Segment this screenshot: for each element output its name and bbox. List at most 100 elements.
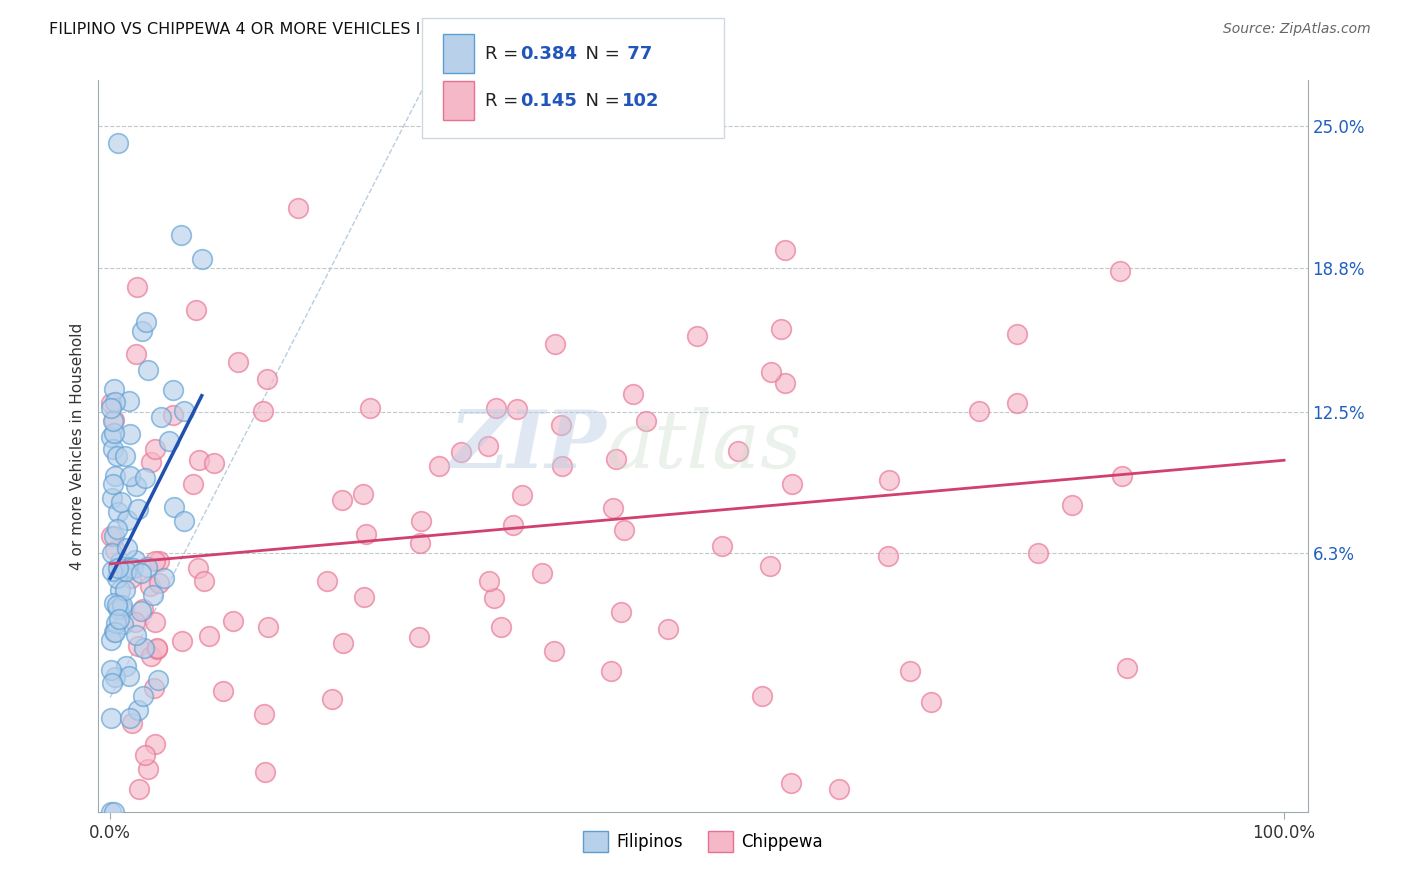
Point: [202, 456, 225, 470]
Point: [256, 372, 278, 386]
Point: [193, 574, 215, 589]
Text: N =: N =: [574, 92, 626, 110]
Point: [187, 561, 209, 575]
Point: [127, 639, 149, 653]
Point: [132, 602, 155, 616]
Point: [359, 401, 381, 415]
Point: [162, 408, 184, 422]
Point: [104, 670, 127, 684]
Point: [352, 486, 374, 500]
Point: [332, 636, 354, 650]
Point: [103, 805, 125, 819]
Point: [551, 458, 574, 473]
Point: [212, 684, 235, 698]
Point: [599, 665, 621, 679]
Point: [920, 695, 942, 709]
Point: [134, 640, 156, 655]
Point: [118, 561, 141, 575]
Point: [427, 458, 450, 473]
Point: [409, 536, 432, 550]
Point: [128, 781, 150, 796]
Point: [478, 574, 501, 589]
Point: [104, 625, 127, 640]
Point: [967, 404, 990, 418]
Point: [101, 491, 124, 506]
Point: [411, 515, 433, 529]
Text: ZIP: ZIP: [450, 408, 606, 484]
Point: [142, 588, 165, 602]
Point: [253, 707, 276, 722]
Point: [610, 605, 633, 619]
Point: [115, 659, 138, 673]
Point: [131, 566, 153, 580]
Point: [103, 625, 125, 640]
Text: 102: 102: [621, 92, 659, 110]
Point: [103, 425, 125, 440]
Point: [623, 386, 645, 401]
Text: R =: R =: [485, 92, 524, 110]
Point: [103, 477, 125, 491]
Point: [121, 715, 143, 730]
Text: 77: 77: [621, 45, 652, 62]
Point: [100, 396, 122, 410]
Point: [510, 488, 533, 502]
Point: [143, 442, 166, 456]
Point: [145, 615, 167, 629]
Point: [602, 500, 624, 515]
Point: [114, 582, 136, 597]
Point: [253, 764, 276, 779]
Point: [149, 409, 172, 424]
Point: [779, 776, 801, 790]
Point: [506, 401, 529, 416]
Point: [252, 404, 274, 418]
Point: [727, 444, 749, 458]
Point: [769, 321, 792, 335]
Point: [634, 414, 657, 428]
Point: [1026, 546, 1049, 560]
Point: [139, 455, 162, 469]
Point: [101, 414, 124, 428]
Point: [112, 617, 135, 632]
Point: [1062, 499, 1084, 513]
Point: [105, 616, 128, 631]
Y-axis label: 4 or more Vehicles in Household: 4 or more Vehicles in Household: [70, 322, 86, 570]
Point: [550, 417, 572, 432]
Point: [114, 450, 136, 464]
Point: [104, 395, 127, 409]
Point: [170, 227, 193, 242]
Point: [103, 442, 125, 457]
Point: [148, 554, 170, 568]
Point: [354, 527, 377, 541]
Point: [139, 579, 162, 593]
Point: [115, 541, 138, 556]
Point: [104, 542, 127, 557]
Point: [105, 598, 128, 612]
Point: [120, 571, 142, 585]
Point: [134, 471, 156, 485]
Point: [186, 303, 208, 318]
Point: [111, 598, 134, 612]
Point: [828, 781, 851, 796]
Point: [100, 633, 122, 648]
Point: [107, 450, 129, 464]
Point: [114, 564, 136, 578]
Point: [315, 574, 337, 588]
Point: [103, 596, 125, 610]
Point: [711, 539, 734, 553]
Point: [142, 681, 165, 696]
Point: [110, 495, 132, 509]
Point: [120, 711, 142, 725]
Point: [877, 473, 900, 487]
Point: [136, 762, 159, 776]
Point: [1115, 661, 1137, 675]
Point: [108, 612, 131, 626]
Point: [125, 478, 148, 492]
Point: [100, 430, 122, 444]
Point: [751, 690, 773, 704]
Point: [183, 476, 205, 491]
Point: [135, 315, 157, 329]
Point: [900, 664, 922, 678]
Point: [477, 439, 499, 453]
Point: [353, 591, 375, 605]
Point: [198, 629, 221, 643]
